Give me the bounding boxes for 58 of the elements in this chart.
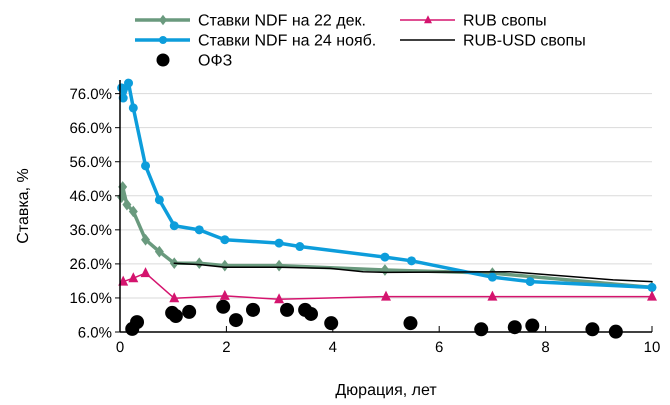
point xyxy=(488,272,497,282)
point xyxy=(381,290,391,301)
x-tick-label: 6 xyxy=(435,339,444,356)
point xyxy=(122,198,132,210)
point xyxy=(141,161,150,170)
point xyxy=(324,316,338,330)
point xyxy=(304,306,318,321)
point xyxy=(124,78,134,88)
legend-label: RUB-USD свопы xyxy=(463,32,586,50)
y-tick-label: 56.0% xyxy=(69,154,112,171)
point xyxy=(487,290,498,301)
x-axis-title: Дюрация, лет xyxy=(335,382,438,399)
point xyxy=(228,313,243,328)
point xyxy=(128,103,138,112)
point xyxy=(403,316,418,330)
point xyxy=(140,267,151,278)
point xyxy=(295,242,304,252)
point xyxy=(220,235,230,244)
y-tick-label: 26.0% xyxy=(69,256,112,274)
y-tick-label: 36.0% xyxy=(69,222,112,240)
point xyxy=(182,304,196,319)
point xyxy=(525,318,540,333)
point xyxy=(216,300,230,314)
point xyxy=(194,225,204,234)
point xyxy=(280,302,294,317)
point xyxy=(246,302,260,317)
point xyxy=(170,221,179,230)
y-tick-label: 76.0% xyxy=(69,86,112,103)
legend-label: RUB свопы xyxy=(463,12,547,30)
y-tick-label: 16.0% xyxy=(69,290,112,308)
y-tick-label: 6.0% xyxy=(78,324,112,342)
point xyxy=(169,292,180,302)
x-tick-label: 0 xyxy=(116,339,124,356)
point xyxy=(526,277,535,286)
point xyxy=(508,320,522,334)
point xyxy=(154,246,164,258)
y-tick-label: 46.0% xyxy=(69,188,112,206)
x-tick-label: 10 xyxy=(644,339,660,356)
y-tick-label: 66.0% xyxy=(69,120,112,137)
y-axis-title: Ставка, % xyxy=(15,168,32,244)
x-tick-label: 2 xyxy=(222,339,231,356)
legend-label: Ставки NDF на 24 нояб. xyxy=(198,32,376,50)
point xyxy=(220,290,230,300)
x-tick-label: 4 xyxy=(328,339,337,356)
point xyxy=(168,308,183,323)
x-tick-label: 8 xyxy=(541,339,550,356)
point xyxy=(407,256,416,266)
point xyxy=(274,293,284,304)
legend-label: Ставки NDF на 22 дек. xyxy=(198,12,366,30)
point xyxy=(128,206,138,218)
point xyxy=(647,290,657,301)
point xyxy=(130,315,144,330)
legend-label: ОФЗ xyxy=(198,52,232,70)
point xyxy=(154,195,164,204)
point xyxy=(380,252,390,262)
point xyxy=(274,238,284,248)
point xyxy=(141,234,150,246)
point xyxy=(128,272,138,282)
